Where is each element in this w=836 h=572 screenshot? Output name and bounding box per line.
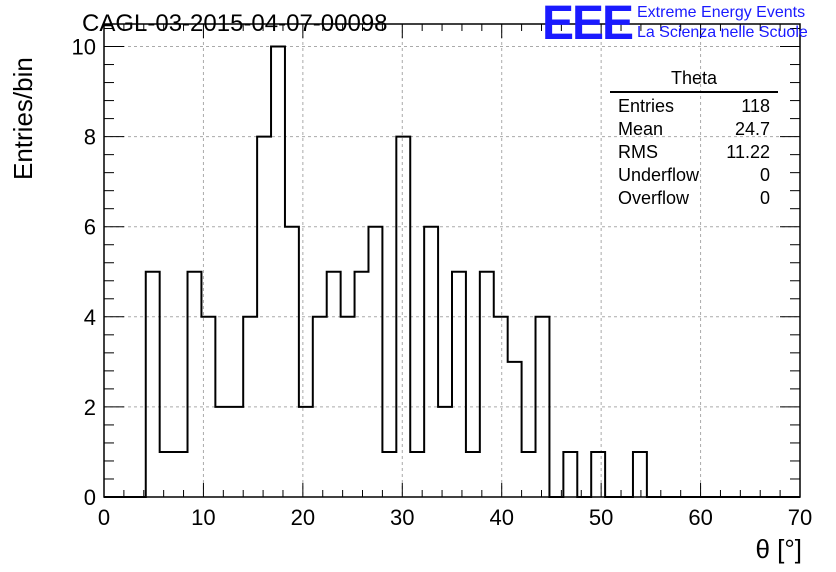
x-tick-label: 30: [390, 505, 414, 530]
stats-label: RMS: [618, 142, 658, 162]
y-tick-label: 4: [84, 305, 96, 330]
x-tick-label: 10: [191, 505, 215, 530]
eee-logo: EEE: [542, 0, 634, 50]
stats-value: 0: [759, 188, 770, 208]
x-tick-label: 0: [98, 505, 110, 530]
y-tick-label: 2: [84, 395, 96, 420]
stats-row-mean: Mean 24.7: [610, 118, 778, 141]
stats-row-overflow: Overflow 0: [610, 187, 778, 210]
y-tick-label: 8: [84, 125, 96, 150]
stats-row-underflow: Underflow 0: [610, 164, 778, 187]
x-tick-label: 40: [489, 505, 513, 530]
y-tick-label: 10: [72, 35, 96, 60]
y-tick-label: 0: [84, 485, 96, 510]
stats-title: Theta: [610, 68, 778, 93]
axis-tick-labels: 0 10 20 30 40 50 60 70 0 2 4 6 8 10: [72, 35, 813, 530]
chart-title: CAGL-03-2015-04-07-00098: [82, 10, 388, 37]
logo-line-2: La Scienza nelle Scuole: [637, 24, 808, 41]
y-axis-label: Entries/bin: [8, 57, 38, 180]
stats-row-entries: Entries 118: [610, 95, 778, 118]
logo-line-1: Extreme Energy Events: [637, 4, 806, 21]
x-tick-label: 60: [688, 505, 712, 530]
stats-label: Underflow: [618, 165, 700, 185]
stats-label: Mean: [618, 119, 664, 139]
stats-label: Overflow: [618, 188, 690, 208]
x-tick-label: 50: [589, 505, 613, 530]
x-axis-label: θ [°]: [755, 534, 802, 564]
stats-label: Entries: [618, 96, 675, 116]
stats-value: 11.22: [726, 142, 770, 162]
stats-value: 24.7: [734, 119, 770, 139]
stats-value: 118: [741, 96, 770, 116]
plot-frame: [103, 23, 801, 498]
stats-row-rms: RMS 11.22: [610, 141, 778, 164]
x-tick-label: 70: [788, 505, 812, 530]
stats-box: Theta Entries 118 Mean 24.7 RMS 11.22 Un…: [610, 68, 778, 210]
x-tick-label: 20: [291, 505, 315, 530]
axis-ticks: [103, 24, 801, 498]
y-tick-label: 6: [84, 215, 96, 240]
stats-value: 0: [759, 165, 770, 185]
